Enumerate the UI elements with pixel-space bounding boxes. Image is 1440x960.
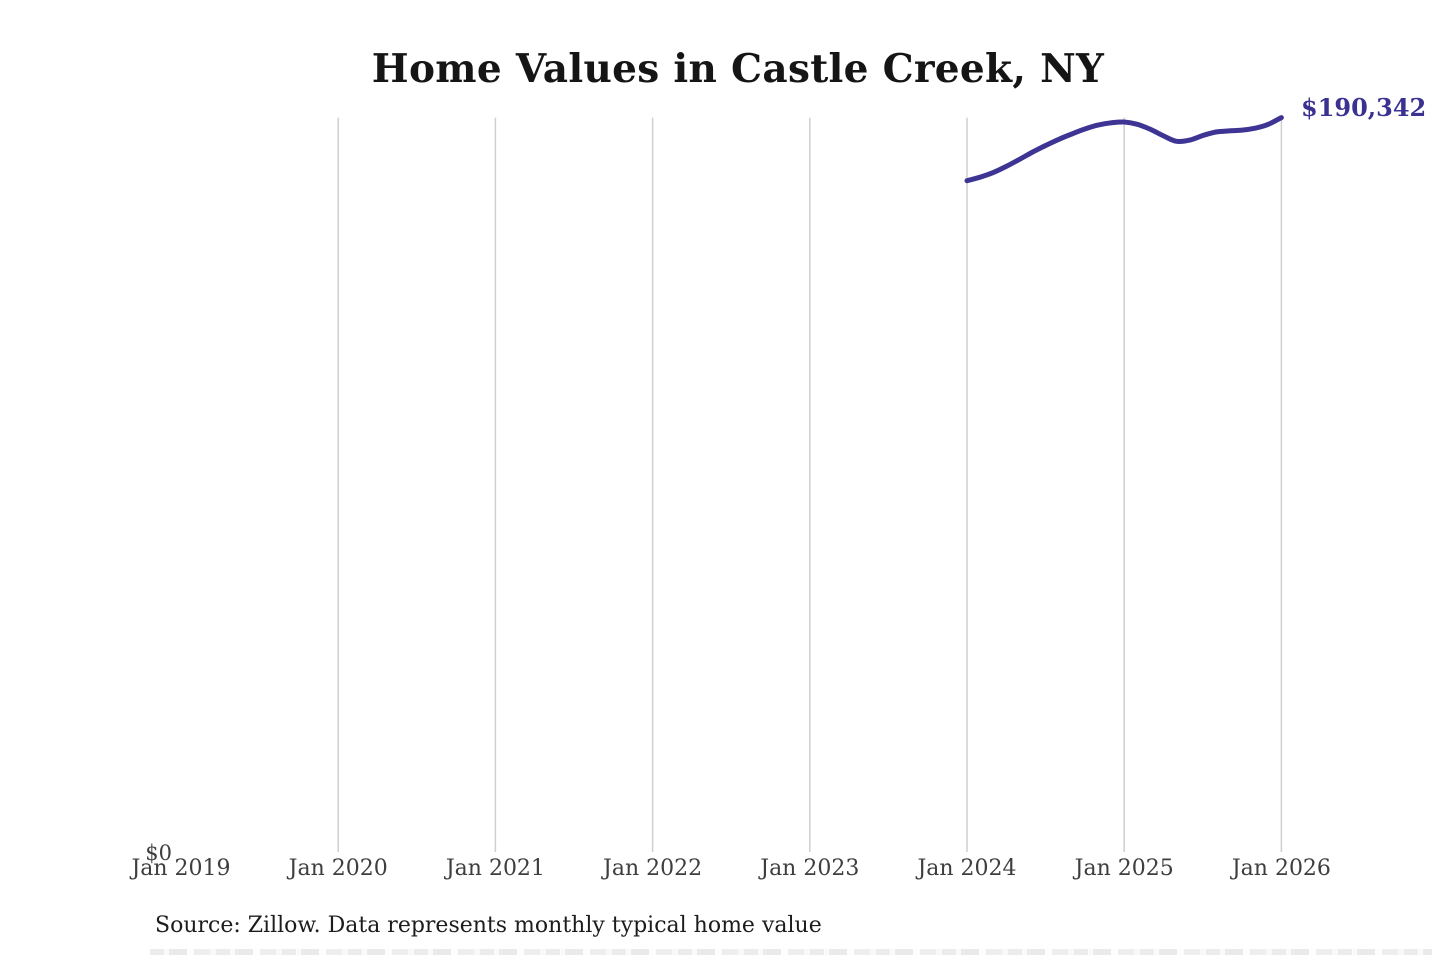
x-tick-label: Jan 2024 bbox=[917, 856, 1017, 881]
x-tick-label: Jan 2023 bbox=[760, 856, 860, 881]
x-tick-label: Jan 2025 bbox=[1074, 856, 1174, 881]
vertical-gridlines bbox=[337, 117, 1283, 852]
x-tick-label: Jan 2019 bbox=[131, 856, 231, 881]
x-tick-label: Jan 2026 bbox=[1231, 856, 1331, 881]
source-attribution: Source: Zillow. Data represents monthly … bbox=[155, 913, 822, 938]
chart-title: Home Values in Castle Creek, NY bbox=[371, 46, 1105, 92]
x-tick-label: Jan 2021 bbox=[445, 856, 545, 881]
x-tick-label: Jan 2020 bbox=[288, 856, 388, 881]
cropped-text-remnant bbox=[150, 949, 1432, 955]
x-tick-label: Jan 2022 bbox=[603, 856, 703, 881]
home-value-line bbox=[964, 115, 1284, 184]
series-end-value-label: $190,342 bbox=[1301, 93, 1427, 122]
y-axis-zero-label: $0 bbox=[145, 841, 172, 865]
